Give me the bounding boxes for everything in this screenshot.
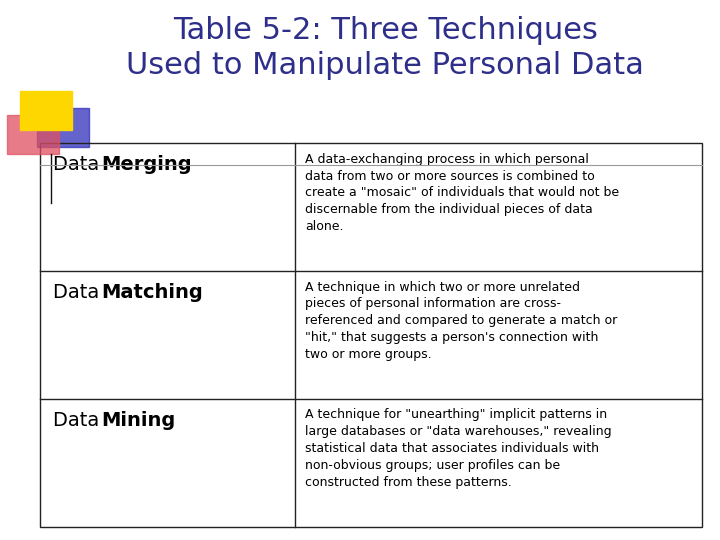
Text: Data: Data bbox=[53, 410, 105, 430]
Text: A data-exchanging process in which personal
data from two or more sources is com: A data-exchanging process in which perso… bbox=[305, 153, 619, 233]
Text: Data: Data bbox=[53, 283, 105, 302]
Bar bbox=[37, 108, 89, 147]
Bar bbox=[20, 91, 72, 130]
Text: Matching: Matching bbox=[102, 283, 203, 302]
Text: Merging: Merging bbox=[102, 155, 192, 174]
Text: Data: Data bbox=[53, 155, 105, 174]
Text: A technique in which two or more unrelated
pieces of personal information are cr: A technique in which two or more unrelat… bbox=[305, 281, 618, 361]
Bar bbox=[7, 115, 59, 154]
Bar bbox=[40, 143, 702, 526]
Text: A technique for "unearthing" implicit patterns in
large databases or "data wareh: A technique for "unearthing" implicit pa… bbox=[305, 408, 612, 489]
Text: Table 5-2: Three Techniques
Used to Manipulate Personal Data: Table 5-2: Three Techniques Used to Mani… bbox=[126, 16, 644, 80]
Text: Mining: Mining bbox=[102, 410, 176, 430]
